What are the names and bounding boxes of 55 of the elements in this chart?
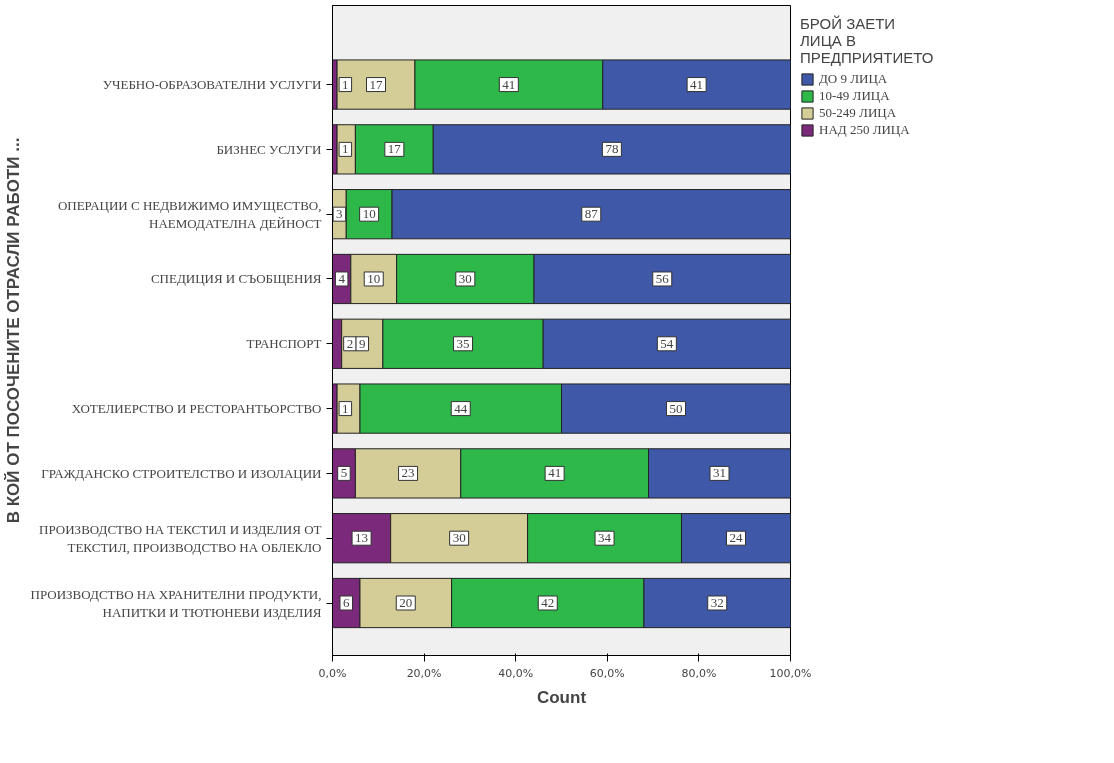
- data-label: 2: [346, 335, 354, 351]
- data-label: 30: [452, 530, 466, 546]
- data-label: 42: [541, 595, 555, 611]
- x-tick-label: 80,0%: [681, 666, 717, 680]
- data-label: 41: [690, 76, 704, 92]
- y-tick-label: ХОТЕЛИЕРСТВО И РЕСТОРАНТЬОРСТВО: [71, 401, 322, 417]
- data-label: 41: [548, 465, 562, 481]
- x-axis-title: Count: [536, 687, 587, 707]
- y-tick-label: ПРОИЗВОДСТВО НА ХРАНИТЕЛНИ ПРОДУКТИ, НАПИТКИ И ТЮТЮНЕВИ ИЗДЕЛИЯ: [30, 586, 322, 620]
- y-axis-title: В КОЙ ОТ ПОСОЧЕНИТЕ ОТРАСЛИ РАБОТИ ...: [3, 137, 23, 524]
- legend-label: 50-249 ЛИЦА: [819, 105, 897, 121]
- data-label: 32: [710, 595, 724, 611]
- legend-label: НАД 250 ЛИЦА: [819, 122, 910, 138]
- data-label: 87: [584, 206, 599, 222]
- data-label: 23: [401, 465, 415, 481]
- data-label: 54: [660, 335, 674, 351]
- data-label: 10: [367, 270, 381, 286]
- legend-label: ДО 9 ЛИЦА: [819, 71, 888, 87]
- data-label: 30: [458, 270, 472, 286]
- legend-label: 10-49 ЛИЦА: [819, 88, 890, 104]
- data-label: 5: [340, 465, 348, 481]
- data-label: 24: [729, 530, 743, 546]
- data-label: 10: [362, 206, 376, 222]
- x-tick-label: 100,0%: [769, 666, 812, 680]
- data-label: 17: [387, 141, 402, 157]
- data-label: 35: [456, 335, 470, 351]
- y-tick-label: ТРАНСПОРТ: [246, 336, 322, 352]
- data-label: 1: [342, 400, 349, 416]
- data-label: 34: [598, 530, 612, 546]
- x-tick-label: 0,0%: [318, 666, 347, 680]
- data-label: 1: [342, 76, 349, 92]
- data-label: 41: [502, 76, 516, 92]
- data-label: 50: [669, 400, 683, 416]
- y-tick-label: БИЗНЕС УСЛУГИ: [216, 141, 322, 157]
- data-label: 13: [355, 530, 369, 546]
- data-label: 20: [399, 595, 413, 611]
- y-tick-label: ОПЕРАЦИИ С НЕДВИЖИМО ИМУЩЕСТВО, НАЕМОДАТЕЛНА ДЕЙНОСТ: [57, 197, 322, 231]
- x-tick-label: 60,0%: [589, 666, 625, 680]
- x-tick-label: 20,0%: [406, 666, 442, 680]
- data-label: 6: [342, 595, 350, 611]
- data-label: 1: [342, 141, 349, 157]
- data-label: 9: [359, 335, 366, 351]
- data-label: 17: [369, 76, 384, 92]
- data-label: 4: [338, 270, 346, 286]
- data-label: 44: [454, 400, 468, 416]
- data-label: 31: [713, 465, 727, 481]
- y-tick-label: УЧЕБНО-ОБРАЗОВАТЕЛНИ УСЛУГИ: [102, 77, 322, 93]
- x-tick-label: 40,0%: [498, 666, 534, 680]
- y-tick-label: ГРАЖДАНСКО СТРОИТЕЛСТВО И ИЗОЛАЦИИ: [41, 465, 322, 481]
- y-tick-label: ПРОИЗВОДСТВО НА ТЕКСТИЛ И ИЗДЕЛИЯ ОТ ТЕКСТИЛ, ПРОИЗВОДСТВО НА ОБЛЕКЛО: [39, 521, 322, 555]
- y-tick-label: СПЕДИЦИЯ И СЪОБЩЕНИЯ: [150, 271, 322, 287]
- data-label: 3: [336, 206, 343, 222]
- data-label: 78: [605, 141, 619, 157]
- data-label: 56: [655, 270, 670, 286]
- legend-title: БРОЙ ЗАЕТИ ЛИЦА В ПРЕДПРИЯТИЕТО: [800, 15, 934, 66]
